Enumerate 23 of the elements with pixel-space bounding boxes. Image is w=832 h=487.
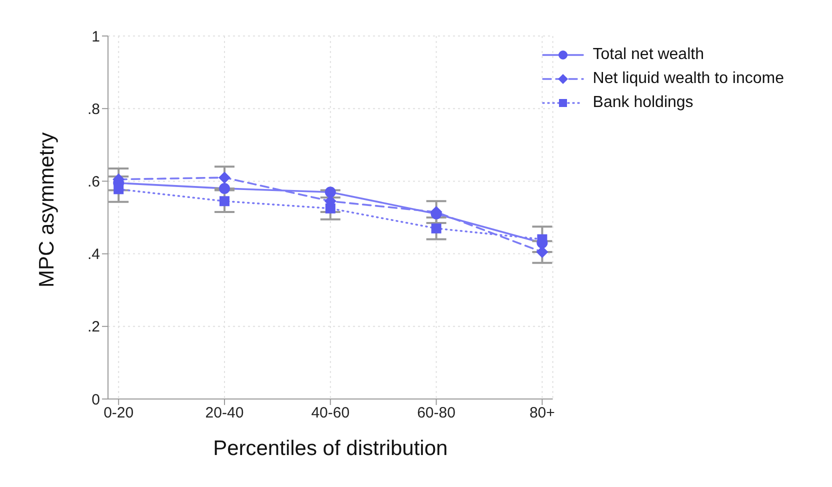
- point: [431, 223, 442, 234]
- point: [114, 184, 124, 194]
- y-tick-label: 0: [92, 391, 100, 408]
- y-tick-label: .4: [87, 246, 100, 264]
- x-tick-label: 40-60: [311, 404, 350, 422]
- legend-label: Total net wealth: [592, 45, 704, 65]
- y-tick-label: 1: [92, 28, 100, 46]
- x-tick-label: 60-80: [417, 404, 456, 422]
- point: [325, 203, 336, 214]
- x-axis-title: Percentiles of distribution: [213, 437, 448, 460]
- y-tick-label: .8: [87, 100, 100, 118]
- point: [218, 182, 230, 194]
- y-tick-label: .6: [87, 174, 100, 191]
- point: [219, 196, 230, 206]
- legend-label: Net liquid wealth to income: [592, 69, 784, 89]
- point: [324, 186, 336, 198]
- y-axis-title: MPC asymmetry: [35, 132, 58, 288]
- x-tick-label: 20-40: [205, 404, 244, 422]
- legend-label: Bank holdings: [592, 93, 694, 113]
- x-tick-label: 0-20: [104, 404, 134, 422]
- y-tick-label: .2: [87, 318, 100, 336]
- x-tick-label: 80+: [529, 404, 556, 422]
- point: [218, 172, 230, 184]
